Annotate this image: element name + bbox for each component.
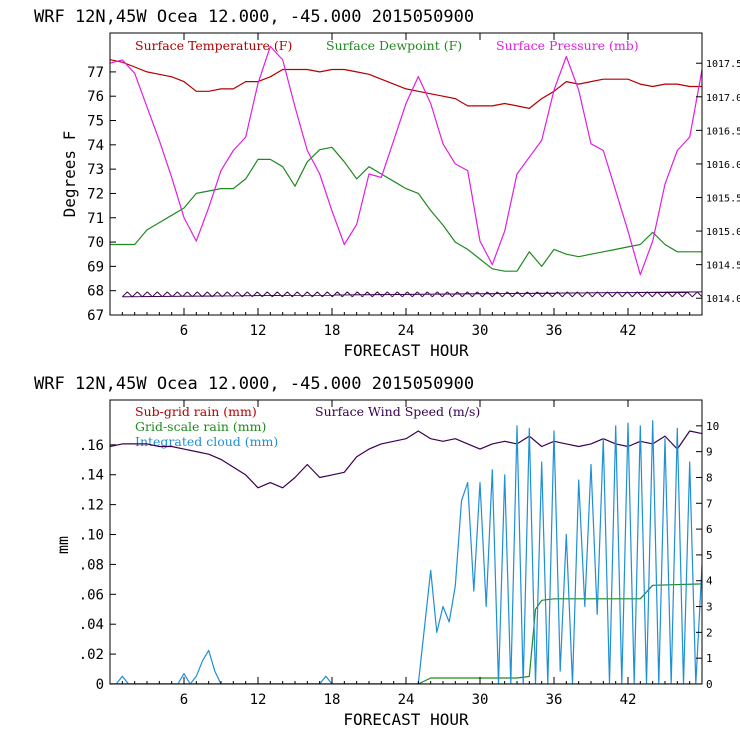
y-axis-label: mm: [54, 536, 72, 554]
y-tick-label: .04: [79, 617, 104, 633]
chart-temperature-panel: WRF 12N,45W Ocea 12.000, -45.000 2015050…: [34, 7, 639, 360]
x-tick-label: 18: [324, 692, 341, 708]
legend-entry-gridscale-rain: Grid-scale rain (mm): [135, 419, 266, 434]
series-line-hatched-base-band: [121, 291, 702, 298]
x-tick-label: 30: [472, 692, 489, 708]
x-tick-label: 30: [472, 323, 489, 339]
y2-tick-label: 1017.0: [706, 93, 740, 104]
y2-tick-label: 8: [706, 471, 713, 484]
y2-tick-label: 2: [706, 626, 713, 639]
series-group: [110, 45, 702, 298]
y-tick-label: 69: [87, 259, 104, 275]
y-tick-label: 70: [87, 235, 104, 251]
legend-entry-surface-temperature: Surface Temperature (F): [135, 38, 292, 53]
legend-entry-subgrid-rain: Sub-grid rain (mm): [135, 404, 257, 419]
y2-tick-label: 3: [706, 601, 713, 614]
y2-tick-label: 1015.5: [706, 194, 740, 205]
y-tick-label: .16: [79, 438, 104, 454]
y-tick-label: 71: [87, 211, 104, 227]
x-axis-label: FORECAST HOUR: [343, 710, 469, 729]
chart-precipitation-panel: WRF 12N,45W Ocea 12.000, -45.000 2015050…: [34, 374, 480, 729]
x-tick-label: 6: [180, 692, 188, 708]
y2-tick-label: 5: [706, 549, 713, 562]
y2-tick-label: 1017.5: [706, 59, 740, 70]
y-tick-label: 72: [87, 186, 104, 202]
chart-title: WRF 12N,45W Ocea 12.000, -45.000 2015050…: [34, 374, 474, 394]
x-tick-label: 12: [250, 692, 267, 708]
y-tick-label: 67: [87, 308, 104, 324]
x-tick-label: 36: [546, 692, 563, 708]
y-tick-label: .14: [79, 468, 104, 484]
y2-tick-label: 7: [706, 497, 713, 510]
y2-tick-label: 9: [706, 446, 713, 459]
legend-entry-surface-dewpoint: Surface Dewpoint (F): [326, 38, 462, 53]
y-tick-label: 77: [87, 65, 104, 81]
y-axis-label: Degrees F: [60, 131, 79, 218]
series-line-surface-dewpoint: [110, 146, 702, 272]
x-tick-label: 42: [620, 323, 637, 339]
y2-tick-label: 1014.0: [706, 294, 740, 305]
x-tick-label: 36: [546, 323, 563, 339]
y-tick-label: 76: [87, 89, 104, 105]
y-tick-label: 0: [96, 677, 104, 693]
y-tick-label: .08: [79, 557, 104, 573]
y2-tick-label: 1016.5: [706, 126, 740, 137]
x-tick-label: 12: [250, 323, 267, 339]
y2-tick-label: 4: [706, 575, 713, 588]
y-tick-label: 74: [87, 138, 104, 154]
x-tick-label: 6: [180, 323, 188, 339]
y2-tick-label: 1016.0: [706, 160, 740, 171]
y2-tick-label: 0: [706, 678, 713, 691]
y-tick-label: 75: [87, 114, 104, 130]
y-tick-label: .06: [79, 587, 104, 603]
x-tick-label: 42: [620, 692, 637, 708]
chart-plot-2: 6 12 18 24 30 36 420.02.04.06.08.10.12.14.1601…: [79, 399, 719, 708]
series-group: [110, 420, 702, 684]
y-tick-label: .10: [79, 528, 104, 544]
series-line-surface-temperature: [110, 59, 702, 109]
x-tick-label: 24: [398, 692, 415, 708]
y-tick-label: .02: [79, 647, 104, 663]
plot-frame: [109, 32, 703, 316]
y2-tick-label: 6: [706, 523, 713, 536]
legend-entry-surface-pressure: Surface Pressure (mb): [496, 38, 639, 53]
series-line-integrated-cloud: [110, 420, 702, 684]
x-tick-label: 24: [398, 323, 415, 339]
x-tick-label: 18: [324, 323, 341, 339]
y2-tick-label: 1014.5: [706, 261, 740, 272]
y-tick-label: 73: [87, 162, 104, 178]
y2-tick-label: 1: [706, 652, 713, 665]
chart-plot-1: 6 12 18 24 30 36 42 67 68 69 70 71 72 73 74 75 76 77 1014.…: [87, 32, 740, 339]
series-line-surface-pressure: [110, 45, 702, 276]
y-tick-label: .12: [79, 498, 104, 514]
legend-entry-surface-wind-speed: Surface Wind Speed (m/s): [315, 404, 480, 419]
legend-entry-integrated-cloud: Integrated cloud (mm): [135, 434, 278, 449]
y2-tick-label: 1015.0: [706, 227, 740, 238]
y-tick-label: 68: [87, 284, 104, 300]
y2-tick-label: 10: [706, 420, 719, 433]
x-axis-label: FORECAST HOUR: [343, 341, 469, 360]
chart-title: WRF 12N,45W Ocea 12.000, -45.000 2015050…: [34, 7, 474, 27]
